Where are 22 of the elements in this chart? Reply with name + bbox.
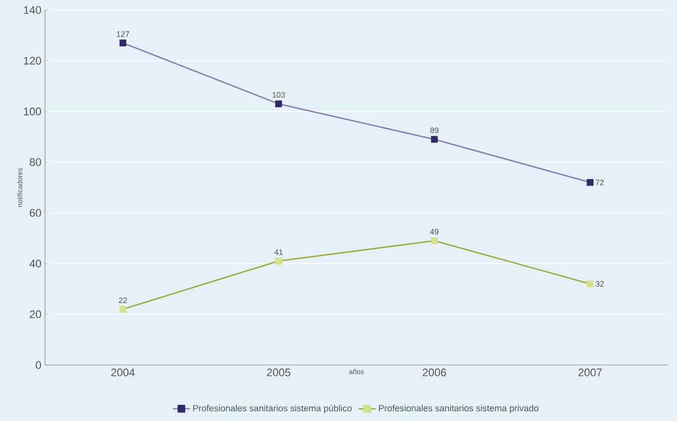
y-tick-label: 40 [30, 260, 42, 268]
point [430, 136, 438, 143]
point [119, 306, 126, 313]
y-tick-label: 0 [36, 361, 42, 369]
y-tick-label: 120 [24, 56, 42, 65]
x-tick-label: 2007 [578, 368, 602, 376]
y-tick-label: 80 [30, 158, 42, 166]
legend-label: Profesionales sanitarios sistema público [193, 404, 352, 414]
point [275, 258, 282, 264]
legend-label: Profesionales sanitarios sistema privado [379, 404, 538, 414]
x-tick-label: 2004 [111, 368, 135, 376]
point [430, 237, 438, 244]
point [586, 280, 594, 288]
y-tick-label: 20 [30, 310, 42, 318]
x-tick-label: 2005 [266, 368, 290, 376]
point [586, 179, 594, 186]
point [275, 100, 282, 108]
y-tick-label: 60 [30, 208, 42, 217]
x-tick-label: 2006 [422, 368, 446, 376]
y-tick-label: 140 [24, 6, 42, 14]
y-tick-label: 100 [24, 108, 42, 116]
point [119, 40, 126, 46]
